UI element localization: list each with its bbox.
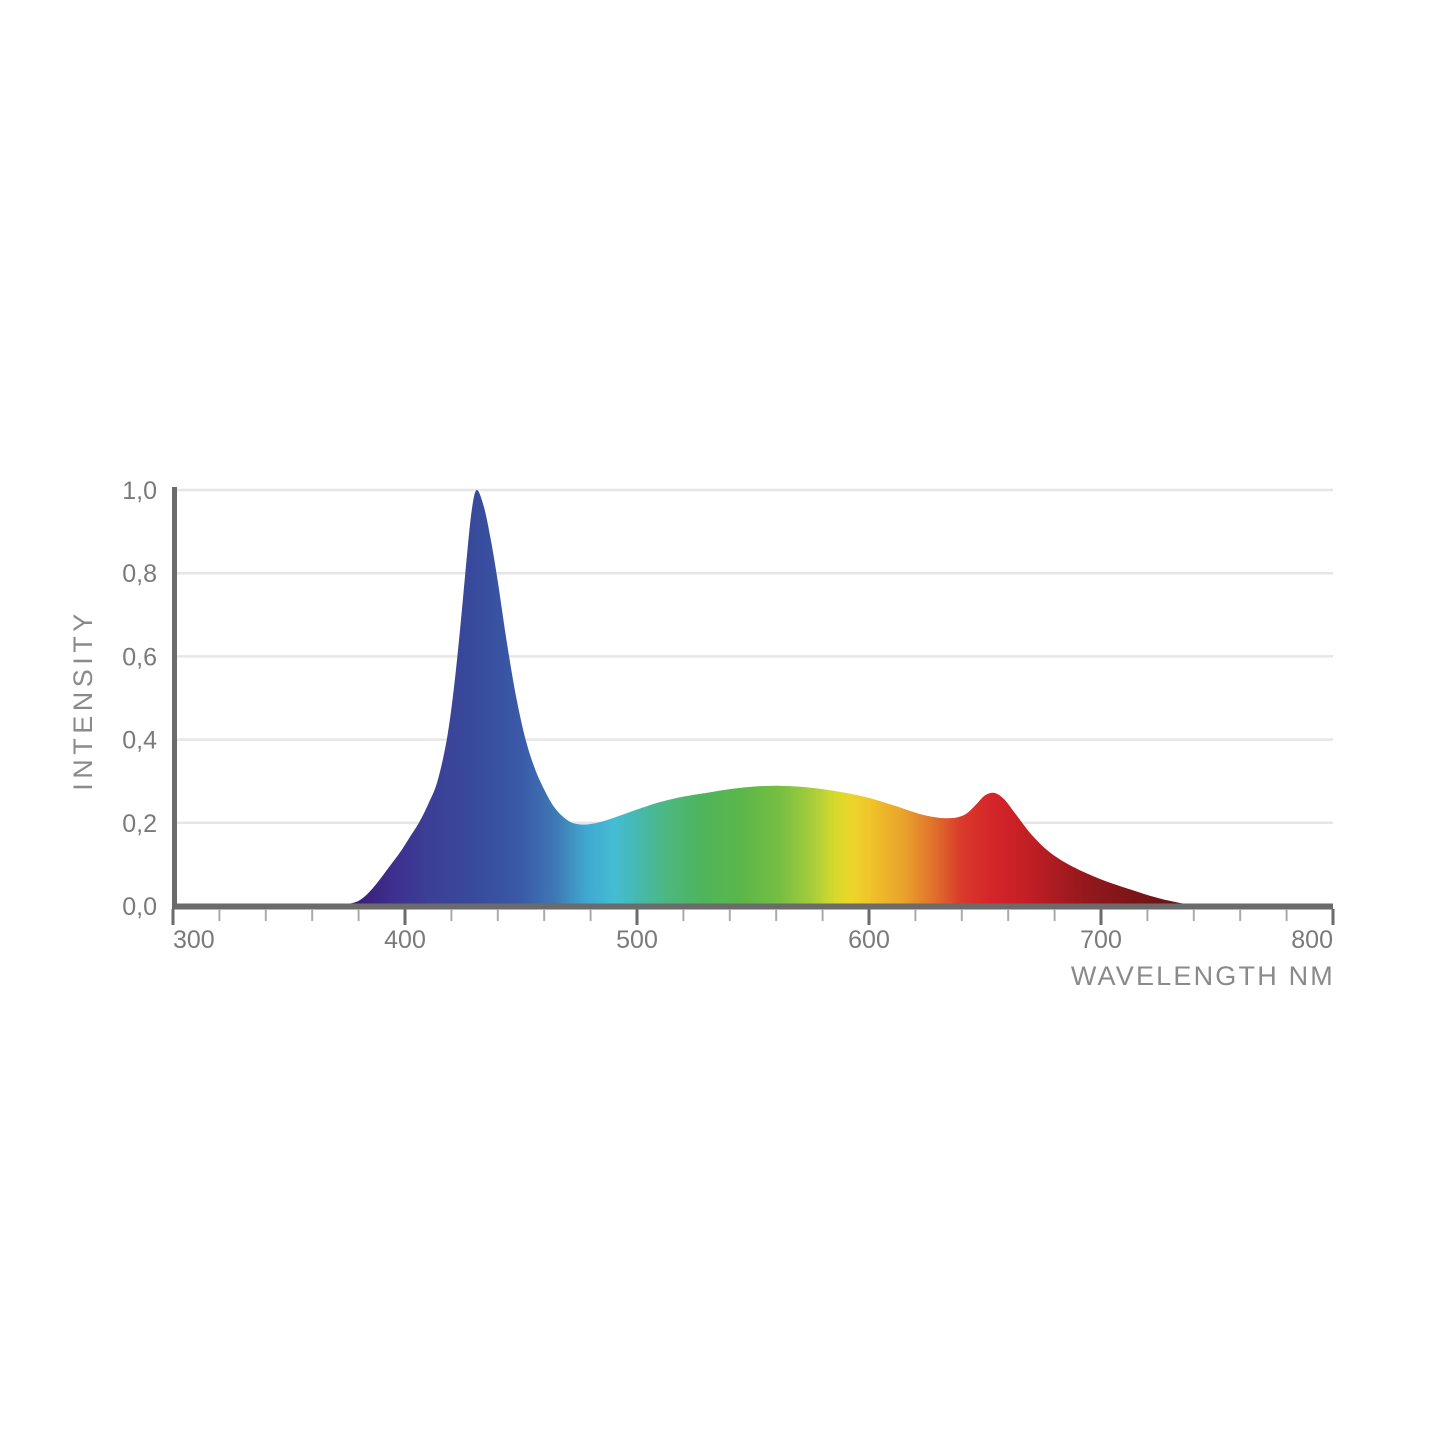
- y-tick-label: 0,0: [122, 893, 157, 921]
- y-tick-label: 0,8: [122, 560, 157, 588]
- x-axis-title: WAVELENGTH NM: [1071, 961, 1335, 991]
- y-tick-label: 0,6: [122, 643, 157, 671]
- x-tick-label: 600: [848, 926, 890, 954]
- gridlines: [173, 488, 1333, 825]
- y-tick-label: 1,0: [122, 477, 157, 505]
- x-tick-label: 500: [616, 926, 658, 954]
- x-tick-label: 300: [173, 926, 215, 954]
- x-axis-tick-labels: 300 400 500 600 700 800: [173, 926, 1333, 954]
- x-axis-major-ticks: [171, 909, 1335, 925]
- spectrum-area-fill: [173, 490, 1333, 906]
- x-tick-label: 400: [384, 926, 426, 954]
- y-tick-label: 0,2: [122, 810, 157, 838]
- x-tick-label: 800: [1291, 926, 1333, 954]
- x-tick-label: 700: [1080, 926, 1122, 954]
- y-axis-tick-labels: 0,0 0,2 0,4 0,6 0,8 1,0: [122, 477, 157, 921]
- x-axis-minor-ticks: [218, 909, 1288, 921]
- y-axis-title: INTENSITY: [68, 609, 98, 791]
- y-tick-label: 0,4: [122, 727, 157, 755]
